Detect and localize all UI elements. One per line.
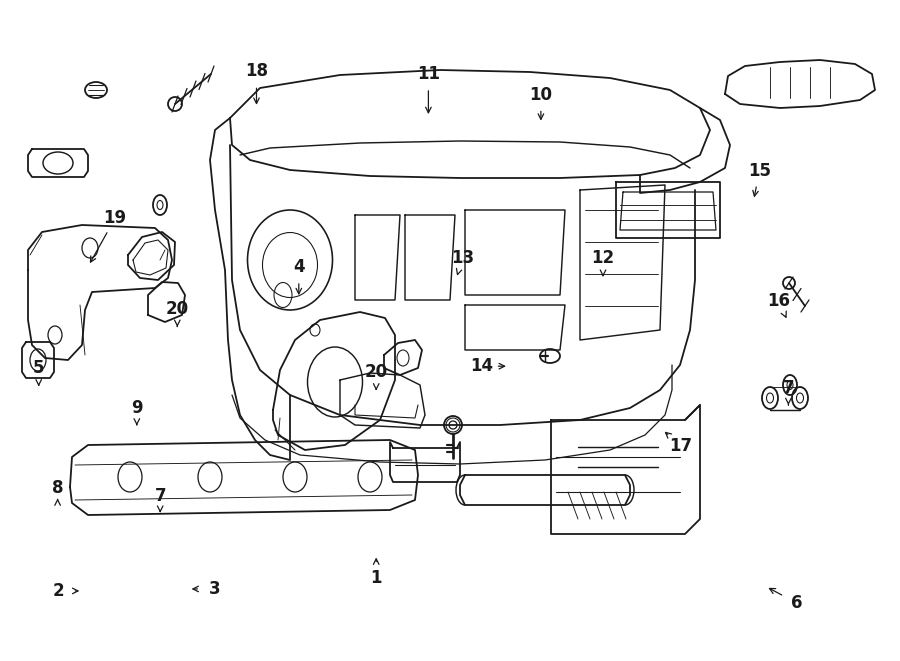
Text: 20: 20 bbox=[166, 300, 189, 319]
Text: 8: 8 bbox=[52, 479, 63, 498]
Text: 16: 16 bbox=[767, 292, 790, 310]
Text: 4: 4 bbox=[293, 258, 304, 276]
Text: 19: 19 bbox=[104, 209, 127, 227]
Text: 5: 5 bbox=[33, 358, 44, 377]
Text: 1: 1 bbox=[371, 569, 382, 588]
Text: 10: 10 bbox=[529, 85, 553, 104]
Text: 2: 2 bbox=[53, 582, 64, 600]
Text: 17: 17 bbox=[669, 436, 692, 455]
Text: 12: 12 bbox=[591, 249, 615, 267]
Text: 13: 13 bbox=[451, 249, 474, 267]
Text: 3: 3 bbox=[209, 580, 220, 598]
Text: 11: 11 bbox=[417, 65, 440, 83]
Text: 7: 7 bbox=[783, 379, 794, 397]
Text: 7: 7 bbox=[155, 487, 166, 506]
Text: 6: 6 bbox=[791, 594, 802, 612]
Text: 18: 18 bbox=[245, 62, 268, 81]
Text: 9: 9 bbox=[131, 399, 142, 417]
Text: 20: 20 bbox=[364, 363, 388, 381]
Text: 15: 15 bbox=[748, 161, 771, 180]
Text: 14: 14 bbox=[470, 357, 493, 375]
